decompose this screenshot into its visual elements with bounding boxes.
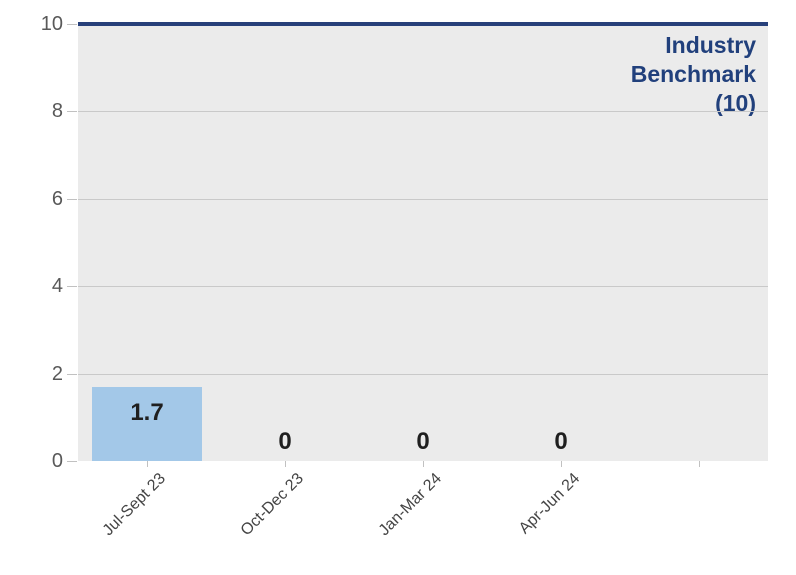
benchmark-label: Industry Benchmark (10)	[630, 32, 756, 116]
y-tick-mark	[67, 111, 77, 113]
y-tick-mark	[67, 373, 77, 375]
gridline	[78, 111, 768, 113]
value-label: 1.7	[130, 398, 164, 426]
y-tick-label: 2	[51, 362, 63, 385]
y-tick-label: 8	[51, 100, 63, 123]
y-tick-mark	[67, 286, 77, 288]
x-tick-mark	[561, 461, 562, 467]
y-tick-label: 0	[51, 450, 63, 472]
x-tick-mark	[147, 461, 148, 467]
plot-area: Industry Benchmark (10) 1.7 0 0 0	[78, 22, 768, 461]
gridline	[78, 373, 768, 375]
x-tick-mark	[423, 461, 424, 467]
y-tick-mark	[67, 198, 77, 200]
y-tick-label: 4	[51, 275, 63, 298]
value-label: 0	[278, 428, 292, 455]
gridline	[78, 286, 768, 288]
value-label: 0	[416, 428, 430, 455]
y-tick-mark	[67, 24, 77, 25]
y-tick-mark	[67, 461, 77, 462]
x-tick-label: Jan-Mar 24	[375, 470, 446, 540]
x-tick-mark	[285, 461, 286, 467]
bar	[92, 386, 202, 461]
x-tick-mark	[699, 461, 700, 467]
benchmark-line	[78, 22, 768, 26]
value-label: 0	[554, 428, 568, 455]
x-tick-label: Oct-Dec 23	[237, 470, 308, 540]
y-tick-label: 10	[40, 13, 63, 35]
x-tick-label: Jul-Sept 23	[99, 470, 170, 540]
gridline	[78, 198, 768, 200]
x-tick-label: Apr-Jun 24	[515, 470, 584, 538]
y-tick-label: 6	[51, 187, 63, 210]
